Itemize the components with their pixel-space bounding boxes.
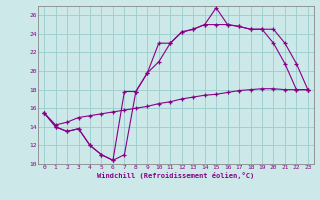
X-axis label: Windchill (Refroidissement éolien,°C): Windchill (Refroidissement éolien,°C) (97, 172, 255, 179)
